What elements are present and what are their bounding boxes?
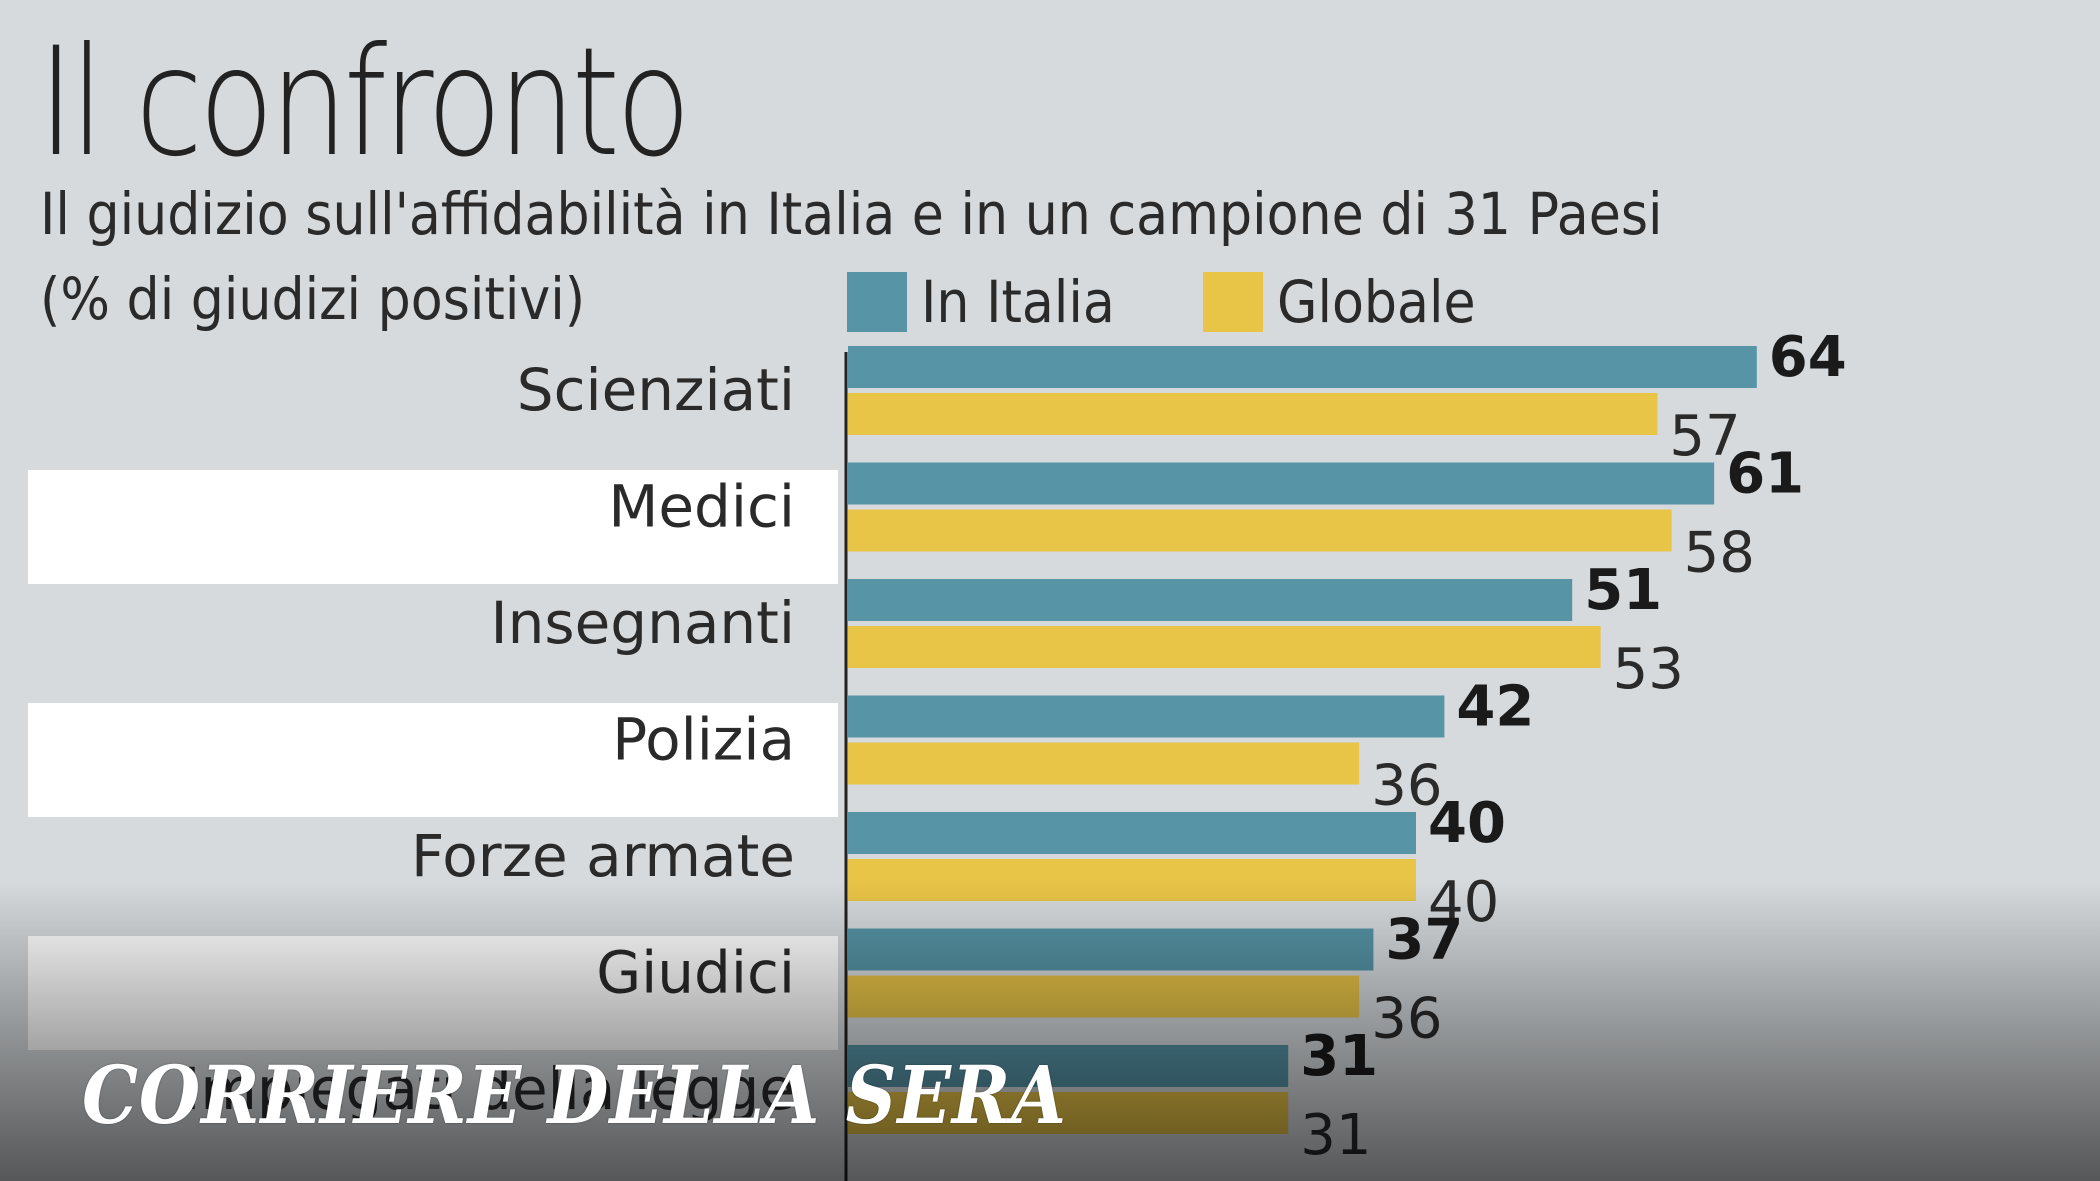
chart-title: Il confronto [38,16,691,190]
bar-italia [848,579,1573,621]
bar-italia [848,812,1416,854]
category-label: Medici [608,473,795,541]
value-label-italia: 61 [1726,442,1804,507]
value-label-globale: 31 [1300,1103,1371,1168]
legend-item-italia: In Italia [847,272,1136,332]
row-highlight-band [28,703,838,817]
unit-note: (% di giudizi positivi) [40,265,586,333]
value-label-italia: 37 [1385,908,1463,973]
chart-subtitle: Il giudizio sull'affidabilità in Italia … [40,180,1663,248]
value-label-italia: 31 [1300,1024,1378,1089]
legend-swatch-italia [847,272,907,332]
bar-globale [848,975,1360,1018]
category-label: Insegnanti [491,589,796,657]
legend-swatch-globale [1203,272,1263,332]
bar-globale [848,626,1601,668]
bar-italia [848,462,1715,505]
bar-italia [848,928,1374,971]
legend-label-globale: Globale [1277,268,1476,336]
legend-item-globale: Globale [1203,272,1498,332]
bar-globale [848,859,1416,901]
bar-globale [848,509,1672,552]
value-label-globale: 36 [1371,987,1442,1052]
category-label: Scienziati [517,356,795,424]
category-label: Forze armate [411,822,795,890]
value-label-globale: 57 [1669,404,1740,469]
value-label-italia: 64 [1769,325,1847,390]
legend-label-italia: In Italia [921,268,1115,336]
value-label-italia: 40 [1428,791,1506,856]
value-label-globale: 36 [1371,754,1442,819]
bar-italia [848,346,1757,388]
bar-globale [848,742,1360,785]
value-label-globale: 58 [1684,521,1755,586]
value-label-italia: 42 [1456,675,1534,740]
category-label: Polizia [612,706,795,774]
row-highlight-band [28,470,838,584]
value-label-globale: 53 [1613,637,1684,702]
category-label: Giudici [596,939,795,1007]
corriere-della-sera-logo: CORRIERE DELLA SERA [82,1048,1067,1142]
bar-italia [848,695,1445,738]
value-label-italia: 51 [1584,558,1662,623]
bar-globale [848,393,1658,435]
